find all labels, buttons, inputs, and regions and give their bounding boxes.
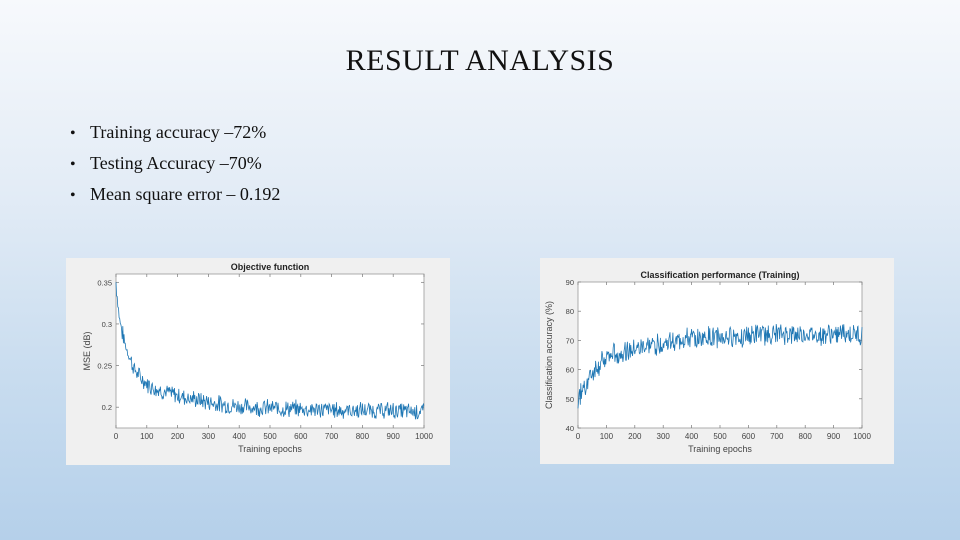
x-tick-label: 800 xyxy=(356,432,370,441)
x-tick-label: 1000 xyxy=(853,432,871,441)
x-tick-label: 900 xyxy=(387,432,401,441)
x-tick-label: 500 xyxy=(263,432,277,441)
y-tick-label: 0.2 xyxy=(102,403,112,412)
x-tick-label: 700 xyxy=(770,432,784,441)
bullet-list: • Training accuracy –72% • Testing Accurac… xyxy=(70,117,280,210)
y-tick-label: 0.35 xyxy=(97,278,112,287)
x-tick-label: 300 xyxy=(202,432,216,441)
slide-title: RESULT ANALYSIS xyxy=(345,44,615,77)
classification-performance-chart: 0 100 200 300 400 500 600 700 800 900 1000 40 50 60 70… xyxy=(540,258,894,464)
x-tick-label: 800 xyxy=(799,432,813,441)
y-axis-label: MSE (dB) xyxy=(82,331,92,370)
chart-title: Objective function xyxy=(231,262,310,272)
plot-area xyxy=(115,273,425,429)
y-tick-label: 70 xyxy=(566,336,574,345)
x-axis-label: Training epochs xyxy=(238,444,302,454)
x-tick-label: 1000 xyxy=(415,432,433,441)
objective-function-figure: 0 100 200 300 400 500 600 700 800 900 1000 0.2 0.25 0… xyxy=(66,258,450,465)
x-tick-label: 700 xyxy=(325,432,339,441)
bullet-dot-icon: • xyxy=(70,125,76,142)
chart-title: Classification performance (Training) xyxy=(640,270,799,280)
x-tick-label: 600 xyxy=(742,432,756,441)
bullet-text: Testing Accuracy –70% xyxy=(90,153,262,173)
bullet-text: Training accuracy –72% xyxy=(90,122,267,142)
x-tick-label: 400 xyxy=(233,432,247,441)
y-axis-label: Classification accuracy (%) xyxy=(544,301,554,409)
x-tick-label: 300 xyxy=(657,432,671,441)
classification-performance-figure: 0 100 200 300 400 500 600 700 800 900 1000 40 50 60 70… xyxy=(540,258,894,464)
objective-function-chart: 0 100 200 300 400 500 600 700 800 900 1000 0.2 0.25 0… xyxy=(66,258,450,465)
x-tick-label: 100 xyxy=(600,432,614,441)
x-tick-label: 0 xyxy=(576,432,581,441)
series-line xyxy=(577,323,863,409)
x-tick-label: 400 xyxy=(685,432,699,441)
bullet-dot-icon: • xyxy=(70,156,76,173)
x-tick-label: 900 xyxy=(827,432,841,441)
y-tick-label: 90 xyxy=(566,278,574,287)
x-tick-label: 500 xyxy=(713,432,727,441)
series-line xyxy=(115,282,425,420)
y-tick-label: 0.3 xyxy=(102,320,112,329)
x-tick-label: 0 xyxy=(114,432,119,441)
x-tick-label: 600 xyxy=(294,432,308,441)
bullet-item: • Training accuracy –72% xyxy=(70,117,280,148)
y-tick-label: 60 xyxy=(566,366,574,375)
x-axis-label: Training epochs xyxy=(688,444,752,454)
x-tick-label: 200 xyxy=(171,432,185,441)
y-tick-label: 50 xyxy=(566,395,574,404)
bullet-item: • Mean square error – 0.192 xyxy=(70,179,280,210)
bullet-item: • Testing Accuracy –70% xyxy=(70,148,280,179)
bullet-text: Mean square error – 0.192 xyxy=(90,184,281,204)
bullet-dot-icon: • xyxy=(70,187,76,204)
y-tick-label: 0.25 xyxy=(97,362,112,371)
y-tick-label: 40 xyxy=(566,424,574,433)
y-tick-label: 80 xyxy=(566,307,574,316)
x-tick-label: 100 xyxy=(140,432,154,441)
x-tick-label: 200 xyxy=(628,432,642,441)
